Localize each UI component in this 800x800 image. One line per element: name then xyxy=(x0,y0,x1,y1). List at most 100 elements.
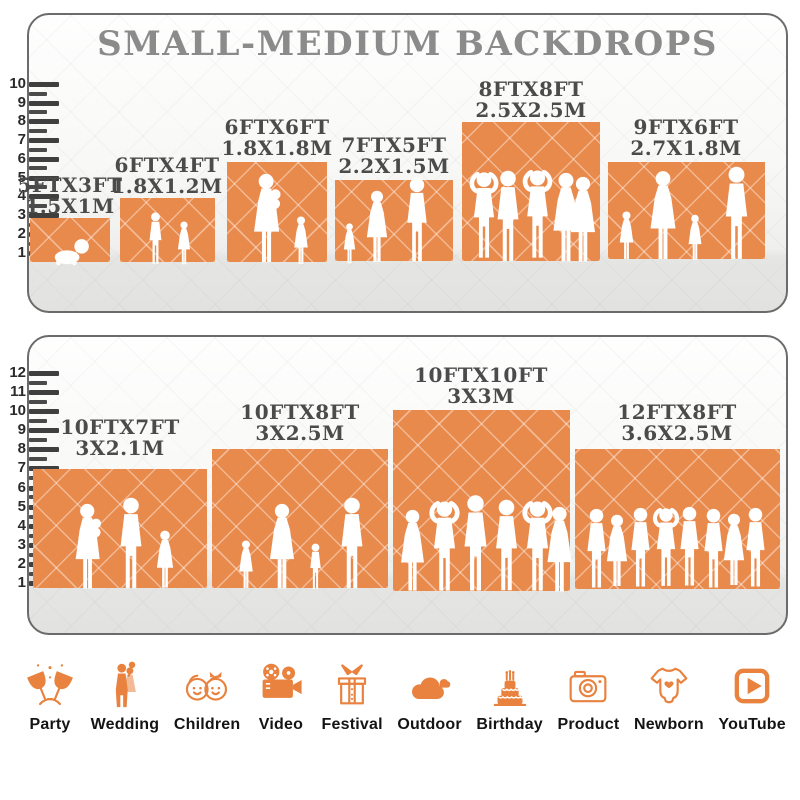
size-ft-line: 12FTX8FT xyxy=(617,400,737,424)
ruler-tick xyxy=(29,390,59,395)
ruler-number: 3 xyxy=(17,536,26,553)
category-label: Children xyxy=(173,716,241,733)
category-video: Video xyxy=(255,660,307,734)
category-row: Party Wedding xyxy=(24,660,786,734)
backdrop-12ftx8ft xyxy=(575,449,780,589)
family-of-four-silhouette xyxy=(619,166,747,260)
backdrop-8ftx8ft xyxy=(462,122,600,262)
youtube-play-icon xyxy=(734,668,770,704)
size-ft-line: 5FTX3FT xyxy=(17,173,123,197)
video-camera-icon xyxy=(262,663,302,698)
backdrop-10ftx7ft xyxy=(33,469,207,589)
ruler-number: 3 xyxy=(17,206,26,223)
ruler-number: 2 xyxy=(17,225,26,242)
size-label-8ftx8ft: 8FTX8FT 2.5X2.5M xyxy=(446,79,616,121)
ruler-number: 6 xyxy=(17,150,26,167)
category-newborn: Newborn xyxy=(634,660,704,734)
size-ft-line: 8FTX8FT xyxy=(478,77,584,101)
size-m-line: 3X2.5M xyxy=(255,421,345,445)
size-label-10ftx7ft: 10FTX7FT 3X2.1M xyxy=(35,417,205,459)
ruler-minor-tick xyxy=(29,110,47,114)
category-label: Newborn xyxy=(633,716,704,733)
size-m-line: 3X2.1M xyxy=(75,436,165,460)
ruler-minor-tick xyxy=(29,400,47,404)
ruler-number: 11 xyxy=(10,383,26,400)
category-label: Outdoor xyxy=(397,716,462,733)
category-youtube: YouTube xyxy=(718,660,786,734)
wedding-couple-icon xyxy=(115,661,136,708)
group-of-eight-silhouette xyxy=(586,499,765,594)
backdrop-10ftx8ft xyxy=(212,449,388,589)
page-title: SMALL-MEDIUM BACKDROPS xyxy=(97,24,718,64)
category-label: Birthday xyxy=(476,716,543,733)
ruler-tick xyxy=(29,119,59,124)
size-label-5ftx3ft: 5FTX3FT 1.5X1M xyxy=(0,175,155,217)
ruler-number: 1 xyxy=(17,574,26,591)
size-ft-line: 6FTX6FT xyxy=(224,115,330,139)
ruler-number: 1 xyxy=(17,244,26,261)
ruler-tick xyxy=(29,409,59,414)
category-label: YouTube xyxy=(718,716,786,733)
size-m-line: 1.5X1M xyxy=(25,194,115,218)
ruler-minor-tick xyxy=(29,148,47,152)
size-m-line: 2.7X1.8M xyxy=(630,136,742,160)
size-ft-line: 10FTX8FT xyxy=(240,400,360,424)
category-label: Festival xyxy=(321,716,383,733)
backdrop-9ftx6ft xyxy=(608,162,765,260)
birthday-cake-icon xyxy=(493,670,526,707)
size-label-12ftx8ft: 12FTX8FT 3.6X2.5M xyxy=(592,402,762,444)
size-m-line: 1.8X1.2M xyxy=(111,174,223,198)
size-label-6ftx4ft: 6FTX4FT 1.8X1.2M xyxy=(82,155,252,197)
category-wedding: Wedding xyxy=(91,660,160,734)
crawling-baby-silhouette xyxy=(54,239,89,266)
family-of-three-silhouette xyxy=(343,177,427,264)
backdrop-6ftx6ft xyxy=(227,162,327,264)
ruler-number: 5 xyxy=(17,498,26,515)
ruler-number: 8 xyxy=(17,440,26,457)
ruler-number: 10 xyxy=(9,75,26,92)
size-label-10ftx10ft: 10FTX10FT 3X3M xyxy=(396,365,566,407)
ruler-tick xyxy=(29,194,59,199)
ruler-minor-tick xyxy=(29,92,47,96)
category-birthday: Birthday xyxy=(476,660,543,734)
ruler-tick xyxy=(29,428,59,433)
ruler-number: 9 xyxy=(17,421,26,438)
ruler-tick xyxy=(29,157,59,162)
ruler-number: 2 xyxy=(17,555,26,572)
size-m-line: 3.6X2.5M xyxy=(621,421,733,445)
ruler-number: 12 xyxy=(9,364,26,381)
category-party: Party xyxy=(24,660,76,734)
group-of-five-silhouette xyxy=(462,164,596,262)
ruler-tick xyxy=(29,447,59,452)
ruler-minor-tick xyxy=(29,457,47,461)
backdrop-5ftx3ft xyxy=(30,218,110,266)
photo-camera-icon xyxy=(570,670,607,703)
size-ft-line: 10FTX7FT xyxy=(60,415,180,439)
category-product: Product xyxy=(558,660,620,734)
ruler-minor-tick xyxy=(29,438,47,442)
family-walking-silhouette xyxy=(239,497,363,589)
size-label-7ftx5ft: 7FTX5FT 2.2X1.5M xyxy=(309,135,479,177)
size-label-6ftx6ft: 6FTX6FT 1.8X1.8M xyxy=(192,117,362,159)
backdrop-7ftx5ft xyxy=(335,177,453,264)
ruler-tick xyxy=(29,176,59,181)
two-children-silhouette xyxy=(149,212,190,265)
size-ft-line: 10FTX10FT xyxy=(414,363,548,387)
size-label-10ftx8ft: 10FTX8FT 3X2.5M xyxy=(215,402,385,444)
ruler-tick xyxy=(29,371,59,376)
size-m-line: 1.8X1.8M xyxy=(221,136,333,160)
ruler-tick xyxy=(29,213,59,218)
party-glasses-icon xyxy=(27,664,73,706)
ruler-number: 8 xyxy=(17,112,26,129)
ruler-tick xyxy=(29,138,59,143)
category-festival: Festival xyxy=(322,660,383,734)
gift-box-icon xyxy=(338,664,367,705)
size-label-9ftx6ft: 9FTX6FT 2.7X1.8M xyxy=(601,117,771,159)
backdrop-6ftx4ft xyxy=(120,198,215,265)
ruler-minor-tick xyxy=(29,419,47,423)
ruler-tick xyxy=(29,466,59,471)
ruler-number: 4 xyxy=(17,517,26,534)
ruler-minor-tick xyxy=(29,185,47,189)
category-outdoor: Outdoor xyxy=(397,660,462,734)
